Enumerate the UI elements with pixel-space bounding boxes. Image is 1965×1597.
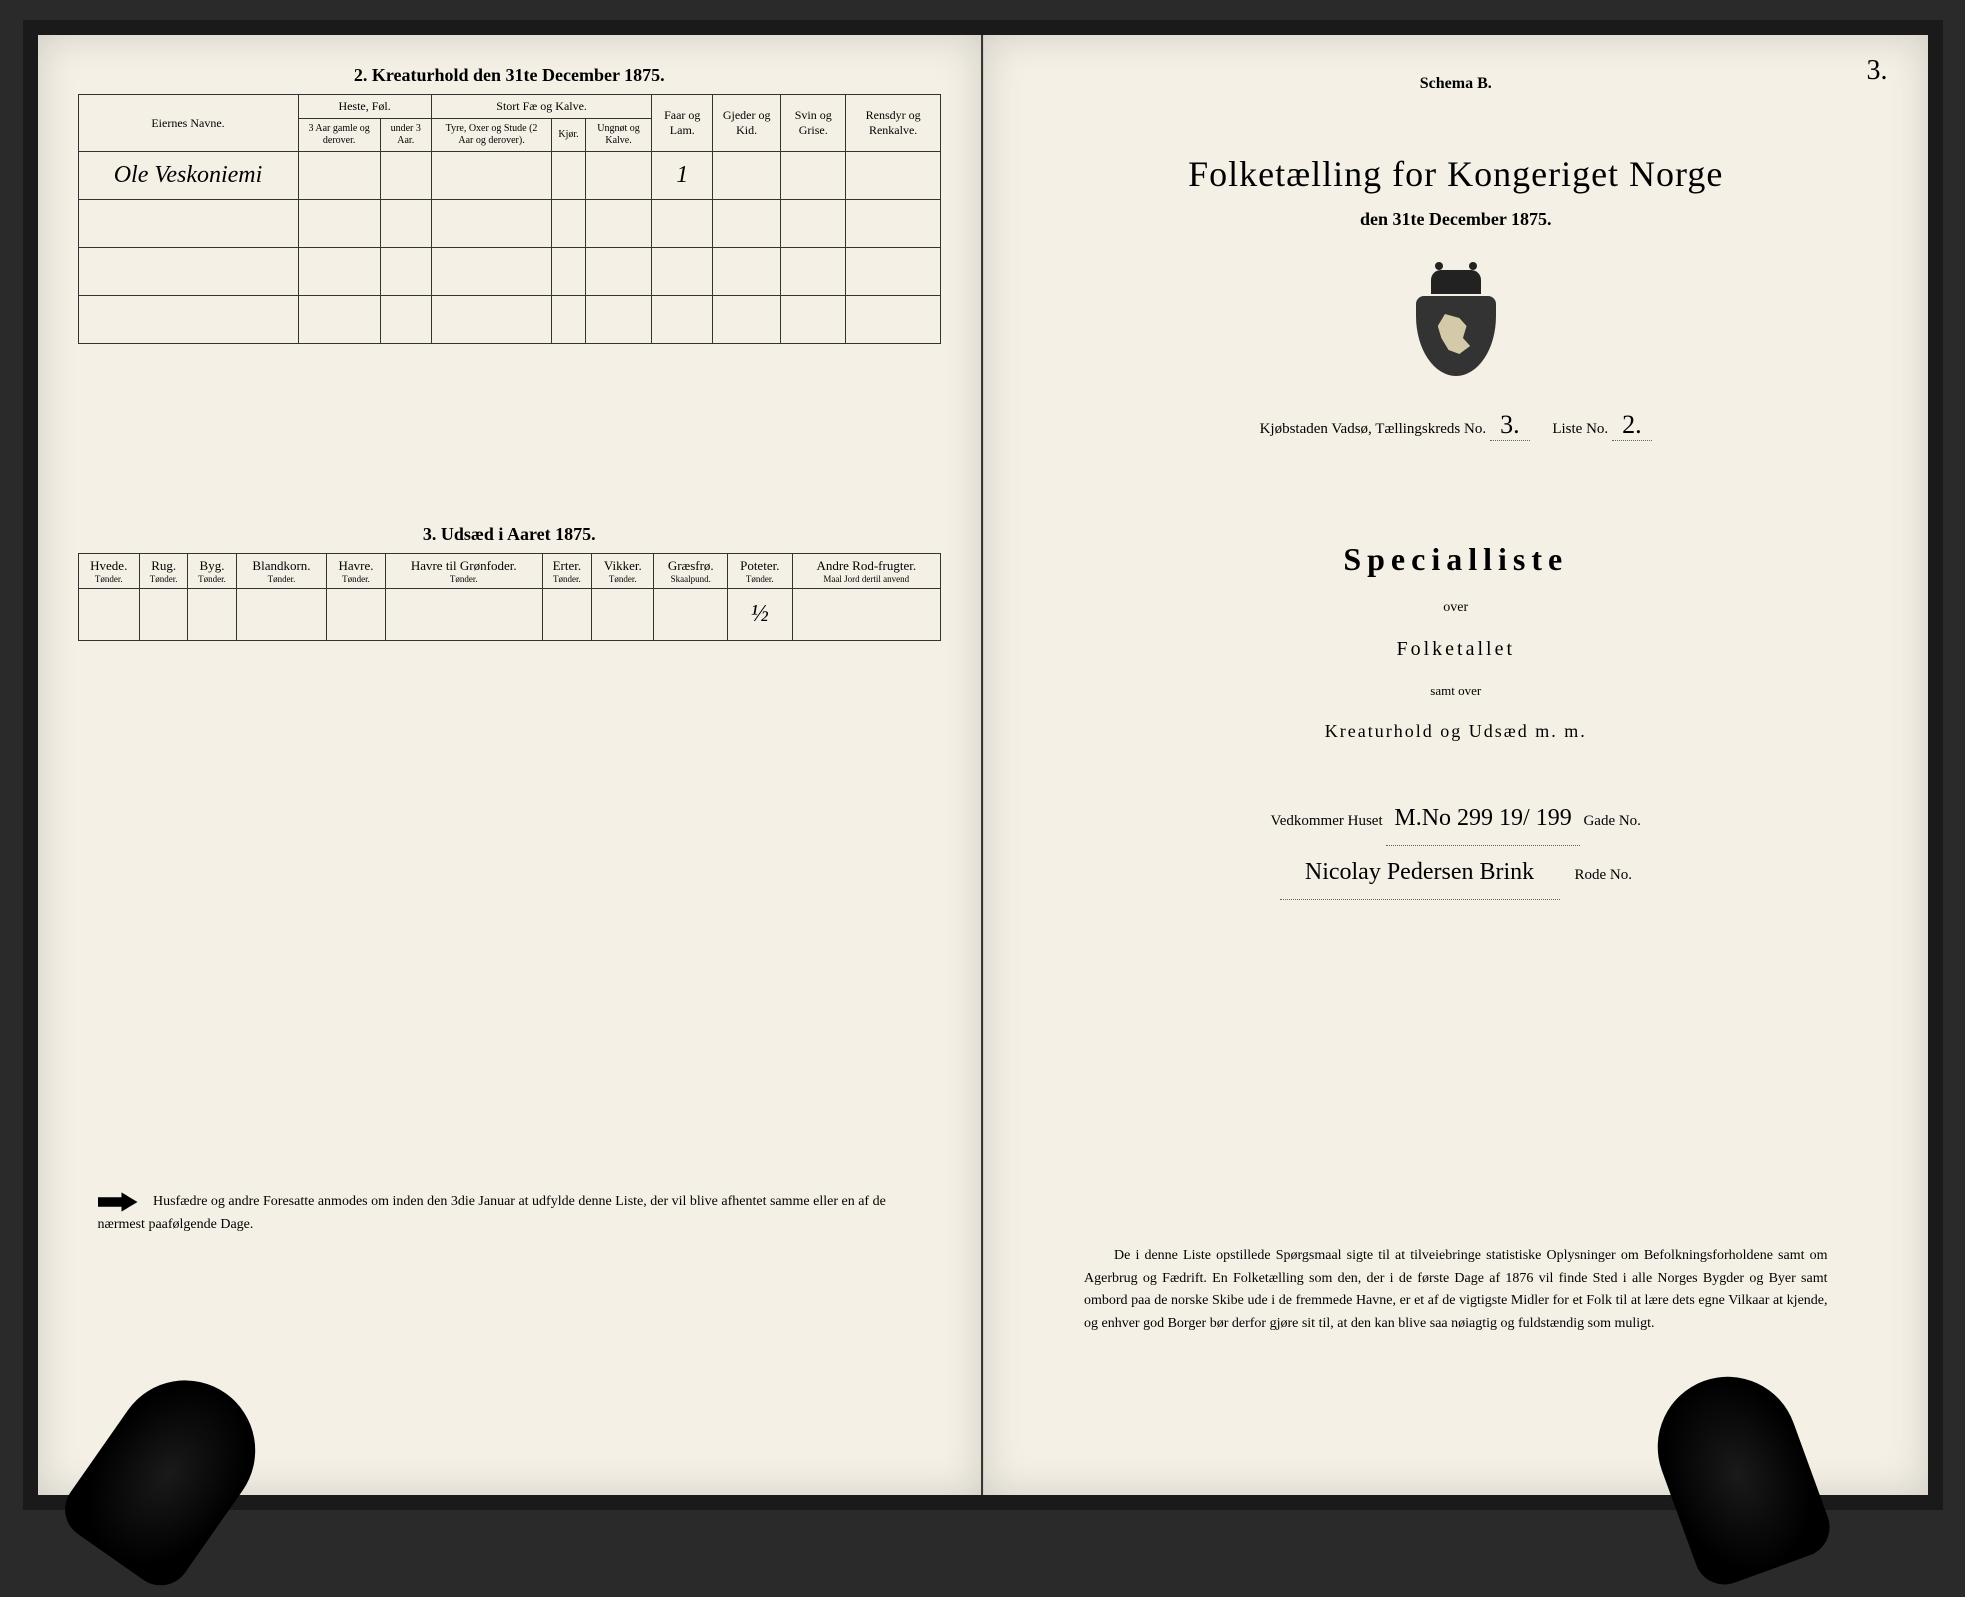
- col-ren: Rensdyr og Renkalve.: [846, 95, 941, 152]
- livestock-table: Eiernes Navne. Heste, Føl. Stort Fæ og K…: [78, 94, 942, 344]
- col-heste-old: 3 Aar gamle og derover.: [298, 119, 380, 152]
- seed-cell: [188, 589, 236, 641]
- group-heste: Heste, Føl.: [298, 95, 431, 119]
- seed-cell: [236, 589, 327, 641]
- cell: [431, 152, 552, 200]
- seed-col-header: Hvede.Tønder.: [78, 554, 139, 589]
- rode-label: Rode No.: [1575, 867, 1633, 883]
- gade-label: Gade No.: [1583, 813, 1640, 829]
- over-label: over: [1024, 600, 1888, 616]
- seed-cell: ½: [728, 589, 793, 641]
- col-gjeder: Gjeder og Kid.: [713, 95, 781, 152]
- seed-col-header: Græsfrø.Skaalpund.: [654, 554, 728, 589]
- group-stort: Stort Fæ og Kalve.: [431, 95, 652, 119]
- district-number: 3.: [1490, 410, 1530, 441]
- district-line: Kjøbstaden Vadsø, Tællingskreds No. 3. L…: [1024, 410, 1888, 441]
- owner-name: Ole Veskoniemi: [78, 152, 298, 200]
- house-info: Vedkommer Huset M.No 299 19/ 199 Gade No…: [1024, 792, 1888, 900]
- vedkommer-label: Vedkommer Huset: [1271, 813, 1383, 829]
- seed-data-row: ½: [78, 589, 941, 641]
- col-ungnot: Ungnøt og Kalve.: [585, 119, 652, 152]
- seed-cell: [327, 589, 385, 641]
- main-title: Folketælling for Kongeriget Norge: [1024, 153, 1888, 195]
- seed-cell: [542, 589, 591, 641]
- liste-number: 2.: [1612, 410, 1652, 441]
- col-svin: Svin og Grise.: [781, 95, 846, 152]
- cell: [298, 152, 380, 200]
- seed-col-header: Erter.Tønder.: [542, 554, 591, 589]
- coat-of-arms-icon: [1411, 270, 1501, 380]
- seed-table: Hvede.Tønder.Rug.Tønder.Byg.Tønder.Bland…: [78, 553, 942, 641]
- bottom-paragraph: De i denne Liste opstillede Spørgsmaal s…: [1084, 1245, 1828, 1335]
- owner-handwritten: Nicolay Pedersen Brink: [1280, 846, 1560, 900]
- cell: [713, 152, 781, 200]
- house-number-handwritten: M.No 299 19/ 199: [1386, 792, 1579, 846]
- seed-col-header: Andre Rod-frugter.Maal Jord dertil anven…: [792, 554, 940, 589]
- seed-header-row: Hvede.Tønder.Rug.Tønder.Byg.Tønder.Bland…: [78, 554, 941, 589]
- footer-note: Husfædre og andre Foresatte anmodes om i…: [98, 1190, 922, 1235]
- liste-label: Liste No.: [1552, 421, 1608, 437]
- shield-icon: [1416, 296, 1496, 376]
- seed-col-header: Poteter.Tønder.: [728, 554, 793, 589]
- section3: 3. Udsæd i Aaret 1875. Hvede.Tønder.Rug.…: [78, 524, 942, 641]
- main-subtitle: den 31te December 1875.: [1024, 209, 1888, 230]
- faar-value: 1: [652, 152, 713, 200]
- kreatur-label: Kreaturhold og Udsæd m. m.: [1024, 721, 1888, 742]
- seed-col-header: Havre til Grønfoder.Tønder.: [385, 554, 542, 589]
- cell: [380, 152, 431, 200]
- schema-label: Schema B.: [1024, 75, 1888, 93]
- cell: [781, 152, 846, 200]
- table-row: [78, 200, 941, 248]
- right-page: Schema B. 3. Folketælling for Kongeriget…: [983, 35, 1928, 1495]
- special-title: Specialliste: [1024, 541, 1888, 578]
- table-row: [78, 248, 941, 296]
- seed-cell: [78, 589, 139, 641]
- district-prefix: Kjøbstaden Vadsø, Tællingskreds No.: [1260, 421, 1487, 437]
- lion-icon: [1438, 314, 1474, 354]
- col-heste-young: under 3 Aar.: [380, 119, 431, 152]
- seed-cell: [139, 589, 187, 641]
- col-kjor: Kjør.: [552, 119, 585, 152]
- cell: [846, 152, 941, 200]
- crown-icon: [1431, 270, 1481, 294]
- left-page: 2. Kreaturhold den 31te December 1875. E…: [38, 35, 984, 1495]
- seed-cell: [385, 589, 542, 641]
- seed-col-header: Byg.Tønder.: [188, 554, 236, 589]
- table-row: Ole Veskoniemi 1: [78, 152, 941, 200]
- seed-col-header: Havre.Tønder.: [327, 554, 385, 589]
- col-faar: Faar og Lam.: [652, 95, 713, 152]
- folketallet-label: Folketallet: [1024, 638, 1888, 661]
- footer-text: Husfædre og andre Foresatte anmodes om i…: [98, 1194, 886, 1232]
- seed-col-header: Blandkorn.Tønder.: [236, 554, 327, 589]
- samt-label: samt over: [1024, 683, 1888, 699]
- seed-cell: [792, 589, 940, 641]
- seed-col-header: Vikker.Tønder.: [592, 554, 654, 589]
- section2-title: 2. Kreaturhold den 31te December 1875.: [78, 65, 942, 86]
- seed-cell: [654, 589, 728, 641]
- book-spread: 2. Kreaturhold den 31te December 1875. E…: [23, 20, 1943, 1510]
- table-row: [78, 296, 941, 344]
- seed-cell: [592, 589, 654, 641]
- page-number: 3.: [1867, 55, 1888, 87]
- thumb-holder-icon: [1638, 1357, 1838, 1593]
- owner-header: Eiernes Navne.: [78, 95, 298, 152]
- cell: [585, 152, 652, 200]
- seed-col-header: Rug.Tønder.: [139, 554, 187, 589]
- col-tyre: Tyre, Oxer og Stude (2 Aar og derover).: [431, 119, 552, 152]
- thumb-holder-icon: [53, 1353, 282, 1597]
- section3-title: 3. Udsæd i Aaret 1875.: [78, 524, 942, 545]
- pointing-hand-icon: [98, 1190, 138, 1214]
- cell: [552, 152, 585, 200]
